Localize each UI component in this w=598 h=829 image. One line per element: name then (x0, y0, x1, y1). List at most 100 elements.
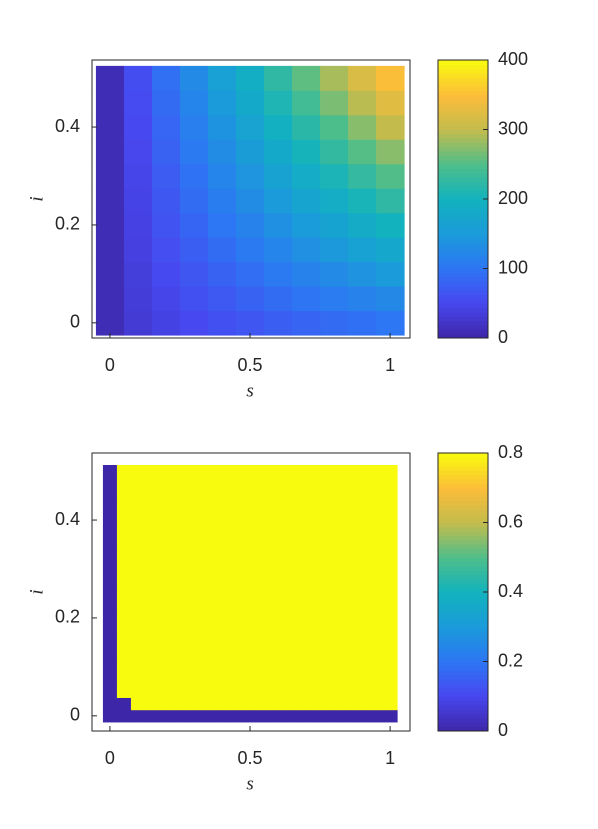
heatmap-cell (327, 636, 342, 650)
heatmap-cell (271, 624, 286, 637)
heatmap-cell (292, 163, 321, 189)
heatmap-cell (186, 513, 202, 527)
heatmap-cell (383, 526, 398, 539)
heatmap-cell (116, 599, 132, 613)
heatmap-cell (207, 310, 237, 336)
heatmap-cell (355, 685, 370, 698)
heatmap-cell (158, 648, 174, 662)
heatmap-cell (257, 538, 272, 552)
heatmap-cell (355, 673, 370, 686)
colorbar-segment (438, 120, 488, 126)
heatmap-cell (243, 538, 258, 552)
colorbar-segment (438, 644, 488, 649)
heatmap-cell (355, 697, 370, 711)
heatmap-cell (285, 624, 300, 637)
colorbar-segment (438, 116, 488, 122)
heatmap-cell (144, 477, 160, 490)
heatmap-cell (186, 501, 202, 515)
heatmap-cell (327, 464, 342, 478)
heatmap-cell (186, 538, 202, 552)
colorbar-segment (438, 709, 488, 715)
heatmap-cell (158, 685, 174, 698)
heatmap-cell (355, 599, 370, 613)
colorbar-segment (438, 622, 488, 628)
heatmap-cell (214, 501, 230, 515)
heatmap-cell (299, 685, 314, 698)
heatmap-cell (243, 513, 258, 527)
heatmap-cell (257, 550, 272, 564)
heatmap-cell (229, 660, 244, 674)
heatmap-cell (285, 526, 300, 539)
colorbar-segment (438, 133, 488, 139)
heatmap-panel: 0 0.5 1 0 0.2 0.4 s i 0 0.2 0.4 0.6 0.8 (26, 442, 523, 795)
heatmap-cell (229, 709, 244, 723)
y-tick-label: 0.2 (55, 607, 80, 627)
heatmap-cell (355, 477, 370, 490)
heatmap-cell (214, 550, 230, 564)
heatmap-cell (341, 550, 356, 564)
colorbar-segment (438, 194, 488, 200)
heatmap-cell (327, 709, 342, 723)
heatmap-cell (355, 587, 370, 601)
y-axis-label: i (26, 589, 47, 594)
heatmap-cell (130, 660, 146, 674)
heatmap-cell (313, 587, 328, 601)
heatmap-cell (151, 237, 181, 263)
colorbar-segment (438, 290, 488, 296)
heatmap-cell (179, 237, 209, 263)
heatmap-cell (172, 526, 188, 539)
heatmap-cell (348, 310, 377, 336)
y-tick-label: 0 (70, 312, 80, 332)
heatmap-cell (285, 477, 300, 490)
heatmap-cell (186, 599, 202, 613)
colorbar-segment (438, 513, 488, 519)
heatmap-cell (369, 599, 384, 613)
colorbar-segment (438, 181, 488, 187)
heatmap-cell (207, 139, 237, 165)
heatmap-cell (102, 587, 118, 601)
heatmap-cell (369, 624, 384, 637)
heatmap-cell (285, 697, 300, 711)
axes-box (91, 59, 411, 339)
heatmap-cell (348, 188, 377, 214)
heatmap-cell (214, 624, 230, 637)
heatmap-cell (264, 163, 293, 189)
colorbar-segment (438, 457, 488, 463)
heatmap-cell (271, 550, 286, 564)
heatmap-cell (383, 660, 398, 674)
heatmap-cell (327, 489, 342, 503)
heatmap-cell (200, 562, 216, 576)
heatmap-cell (271, 636, 286, 650)
heatmap-cell (144, 709, 160, 723)
heatmap-cell (285, 489, 300, 503)
heatmap-cell (369, 673, 384, 686)
heatmap-cell (299, 513, 314, 527)
heatmap-cell (158, 538, 174, 552)
heatmap-cell (376, 139, 405, 165)
heatmap-cell (355, 538, 370, 552)
heatmap-cell (123, 139, 153, 165)
colorbar-segment (438, 64, 488, 70)
colorbar-segment (438, 203, 488, 209)
colorbar-segment (438, 557, 488, 563)
colorbar-segment (438, 535, 488, 541)
heatmap-cell (200, 624, 216, 637)
heatmap-cell (341, 562, 356, 576)
heatmap-cell (341, 660, 356, 674)
colorbar-segment (438, 635, 488, 641)
heatmap-cell (151, 286, 181, 312)
heatmap-cell (355, 562, 370, 576)
colorbar-segment (438, 246, 488, 252)
heatmap-cell (144, 636, 160, 650)
heatmap-cell (264, 90, 293, 116)
heatmap-cell (116, 464, 132, 478)
heatmap-cell (229, 464, 244, 478)
colorbar-segment (438, 479, 488, 484)
colorbar-segment (438, 324, 488, 330)
heatmap-cell (123, 114, 153, 140)
colorbar-segment (438, 259, 488, 265)
heatmap-cell (369, 477, 384, 490)
heatmap-cell (355, 660, 370, 674)
heatmap-cell (257, 697, 272, 711)
heatmap-cell (341, 477, 356, 490)
